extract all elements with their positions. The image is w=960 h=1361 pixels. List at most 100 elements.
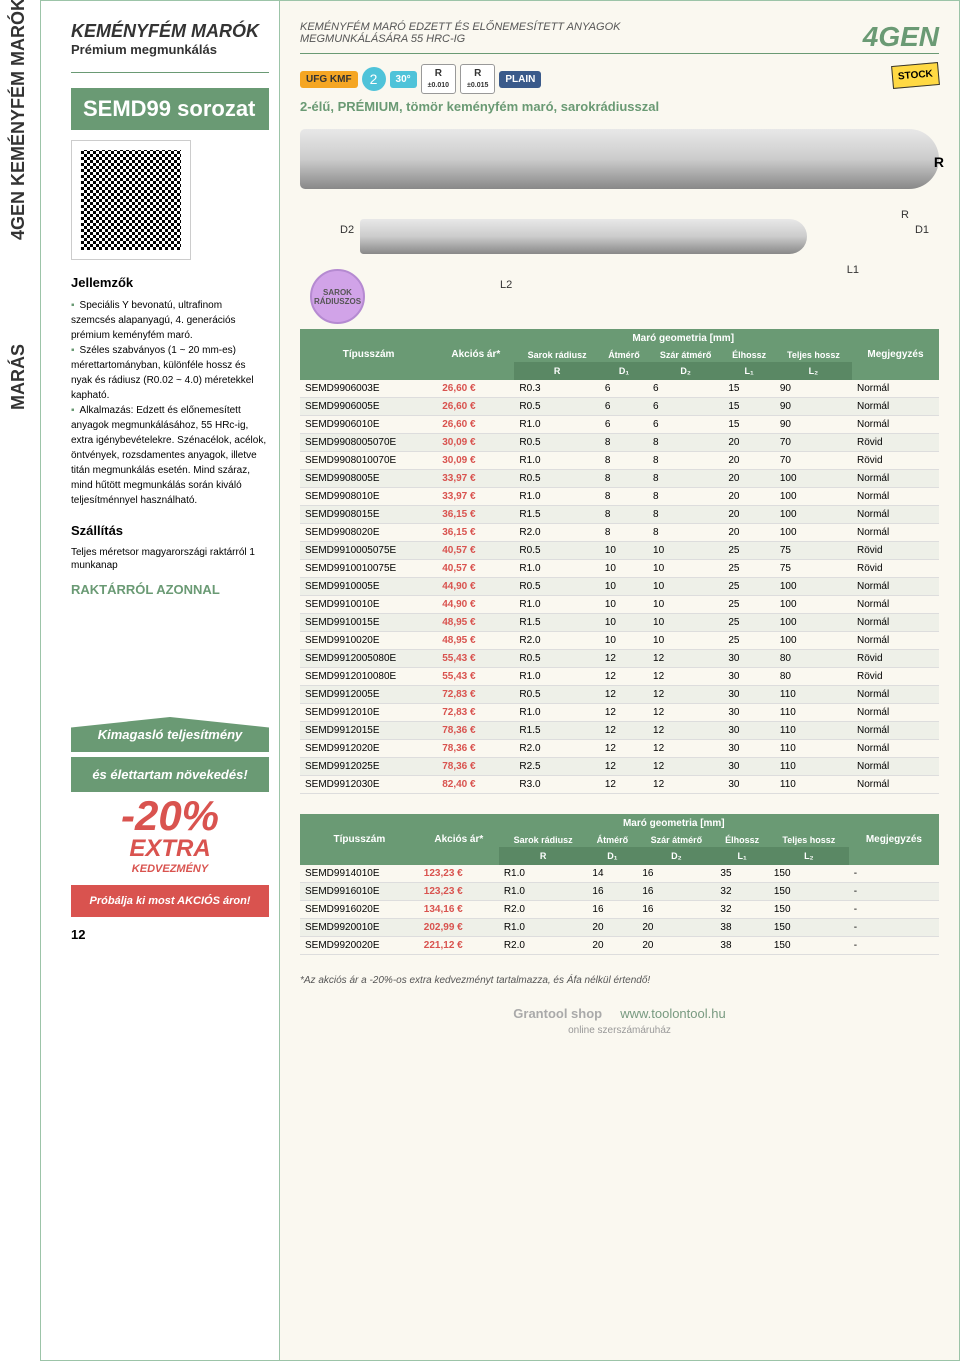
cell-l1: 32 <box>715 901 768 919</box>
product-description: 2-élű, PRÉMIUM, tömör keményfém maró, sa… <box>300 99 939 114</box>
cell-pn: SEMD9910010E <box>300 596 437 614</box>
cell-pn: SEMD9916020E <box>300 901 419 919</box>
cell-l1: 25 <box>723 596 775 614</box>
cell-price: 36,15 € <box>437 524 514 542</box>
stock-link[interactable]: RAKTÁRRÓL AZONNAL <box>71 582 269 597</box>
cell-pn: SEMD9912020E <box>300 740 437 758</box>
cell-d2: 10 <box>648 596 723 614</box>
cell-l2: 100 <box>775 488 852 506</box>
cell-l2: 100 <box>775 506 852 524</box>
th-price: Akciós ár* <box>419 814 499 865</box>
cell-note: Rövid <box>852 668 939 686</box>
cell-d2: 8 <box>648 470 723 488</box>
cell-pn: SEMD9910005E <box>300 578 437 596</box>
cell-note: Rövid <box>852 434 939 452</box>
qr-code[interactable] <box>71 140 191 260</box>
table-row: SEMD9910005E 44,90 € R0.5 10 10 25 100 N… <box>300 578 939 596</box>
th-radius: Sarok rádiusz <box>514 348 599 362</box>
tool-image-small <box>360 219 807 254</box>
cell-l2: 150 <box>769 937 849 955</box>
cell-d2: 16 <box>637 883 715 901</box>
cell-price: 26,60 € <box>437 398 514 416</box>
cell-l2: 100 <box>775 524 852 542</box>
cell-d2: 12 <box>648 758 723 776</box>
th-sym-l2: L₂ <box>775 362 852 380</box>
cell-d1: 20 <box>587 937 637 955</box>
footnote: *Az akciós ár a -20%-os extra kedvezmény… <box>300 975 939 986</box>
cell-l1: 38 <box>715 937 768 955</box>
cell-l1: 15 <box>723 416 775 434</box>
th-cutlen: Élhossz <box>723 348 775 362</box>
table-row: SEMD9912025E 78,36 € R2.5 12 12 30 110 N… <box>300 758 939 776</box>
footer-url[interactable]: www.toolontool.hu <box>620 1006 726 1021</box>
cell-pn: SEMD9910005075E <box>300 542 437 560</box>
cell-price: 82,40 € <box>437 776 514 794</box>
cell-d2: 8 <box>648 506 723 524</box>
cell-r: R1.0 <box>514 452 599 470</box>
shipping-text: Teljes méretsor magyarországi raktárról … <box>71 546 269 572</box>
cell-l2: 100 <box>775 632 852 650</box>
cell-r: R1.0 <box>514 596 599 614</box>
cell-note: - <box>849 919 939 937</box>
cell-note: Normál <box>852 632 939 650</box>
cell-note: - <box>849 865 939 883</box>
cell-pn: SEMD9910015E <box>300 614 437 632</box>
cell-d2: 10 <box>648 560 723 578</box>
cell-l1: 30 <box>723 776 775 794</box>
cell-pn: SEMD9908005070E <box>300 434 437 452</box>
cell-l2: 75 <box>775 542 852 560</box>
cell-pn: SEMD9908020E <box>300 524 437 542</box>
cell-d2: 10 <box>648 614 723 632</box>
icon-flutes: 2 <box>362 67 386 91</box>
cell-d1: 12 <box>600 776 648 794</box>
spec-table-2: Típusszám Akciós ár* Maró geometria [mm]… <box>300 814 939 955</box>
cell-d1: 6 <box>600 416 648 434</box>
table-row: SEMD9908020E 36,15 € R2.0 8 8 20 100 Nor… <box>300 524 939 542</box>
cell-d1: 12 <box>600 740 648 758</box>
cell-price: 123,23 € <box>419 883 499 901</box>
feature-item: Széles szabványos (1 ~ 20 mm-es) méretta… <box>71 343 269 403</box>
cell-d1: 14 <box>587 865 637 883</box>
tool-diagram: R D2 D1 R L1 L2 SAROK RÁDIUSZOS <box>300 129 939 309</box>
cell-d1: 12 <box>600 686 648 704</box>
cell-l2: 100 <box>775 614 852 632</box>
cell-note: - <box>849 937 939 955</box>
cell-d1: 8 <box>600 434 648 452</box>
table-row: SEMD9914010E 123,23 € R1.0 14 16 35 150 … <box>300 865 939 883</box>
cell-d2: 12 <box>648 704 723 722</box>
cell-price: 55,43 € <box>437 668 514 686</box>
cell-l1: 35 <box>715 865 768 883</box>
cell-l2: 100 <box>775 578 852 596</box>
table-row: SEMD9908010070E 30,09 € R1.0 8 8 20 70 R… <box>300 452 939 470</box>
cell-note: Normál <box>852 740 939 758</box>
icon-tol2: R±0.015 <box>460 64 495 94</box>
cell-r: R2.5 <box>514 758 599 776</box>
cell-pn: SEMD9912025E <box>300 758 437 776</box>
stock-icon: STOCK <box>891 62 940 89</box>
cell-r: R1.0 <box>514 488 599 506</box>
cell-r: R0.5 <box>514 434 599 452</box>
cell-pn: SEMD9914010E <box>300 865 419 883</box>
cell-l1: 30 <box>723 758 775 776</box>
th-geometry: Maró geometria [mm] <box>499 814 849 833</box>
cell-price: 78,36 € <box>437 758 514 776</box>
cell-r: R1.0 <box>514 704 599 722</box>
cell-r: R2.0 <box>499 937 588 955</box>
th-diameter: Átmérő <box>587 833 637 847</box>
th-part: Típusszám <box>300 814 419 865</box>
cell-note: - <box>849 883 939 901</box>
th-cutlen: Élhossz <box>715 833 768 847</box>
footer-shop: Grantool shop <box>513 1006 602 1021</box>
cell-l2: 100 <box>775 596 852 614</box>
cell-l1: 30 <box>723 704 775 722</box>
cell-d1: 12 <box>600 758 648 776</box>
cell-l1: 25 <box>723 614 775 632</box>
promo-section: Kimagasló teljesítmény és élettartam növ… <box>71 717 269 917</box>
cell-note: Normál <box>852 524 939 542</box>
dim-l2: L2 <box>500 279 512 291</box>
cell-pn: SEMD9912010E <box>300 704 437 722</box>
cell-pn: SEMD9908015E <box>300 506 437 524</box>
cell-d2: 6 <box>648 380 723 398</box>
table-row: SEMD9906005E 26,60 € R0.5 6 6 15 90 Norm… <box>300 398 939 416</box>
cell-r: R0.3 <box>514 380 599 398</box>
